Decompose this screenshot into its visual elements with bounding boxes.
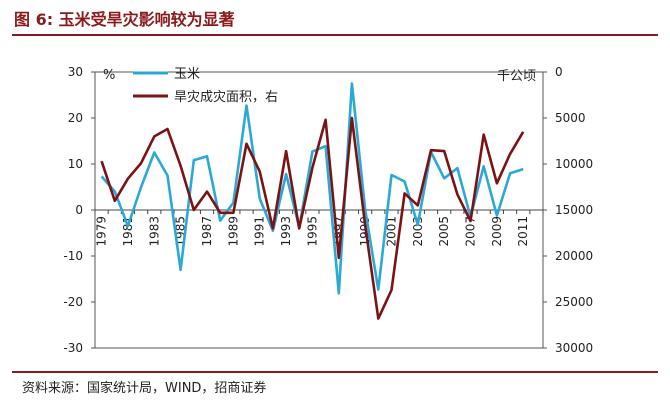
chart-title: 图 6: 玉米受旱灾影响较为显著 (14, 10, 235, 29)
x-tick-label: 2003 (411, 216, 425, 247)
left-tick-label: 20 (68, 111, 83, 125)
right-tick-label: 5000 (555, 111, 586, 125)
right-tick-label: 30000 (555, 341, 593, 355)
left-tick-label: 10 (68, 157, 83, 171)
right-tick-label: 0 (555, 65, 563, 79)
series-line-0 (100, 82, 524, 295)
series-layer (100, 82, 525, 320)
x-tick-label: 2005 (437, 216, 451, 247)
source-note: 资料来源：国家统计局，WIND，招商证券 (22, 381, 267, 396)
left-axis-unit: % (103, 68, 115, 83)
left-tick-label: -10 (63, 249, 83, 263)
x-axis: 1979 1981 1983 1985 1987 1989 1991 1993 1995 1997… (94, 210, 544, 247)
title-divider (12, 34, 658, 36)
left-tick-label: 0 (75, 203, 83, 217)
left-tick-label: -20 (63, 295, 83, 309)
right-tick-label: 25000 (555, 295, 593, 309)
legend-label-corn: 玉米 (174, 67, 200, 82)
right-tick-label: 20000 (555, 249, 593, 263)
x-tick-label: 1989 (226, 216, 240, 247)
x-tick-label: 1993 (279, 216, 293, 247)
x-tick-label: 2001 (384, 216, 398, 247)
right-axis-unit: 千公顷 (497, 69, 536, 84)
x-tick-label: 1981 (121, 216, 135, 247)
x-tick-label: 2009 (490, 216, 504, 247)
right-tick-label: 10000 (555, 157, 593, 171)
legend-label-drought: 旱灾成灾面积，右 (174, 89, 278, 105)
right-tick-label: 15000 (555, 203, 593, 217)
source-divider (12, 371, 658, 373)
x-tick-label: 1991 (253, 216, 267, 247)
x-tick-label: 1995 (305, 216, 319, 247)
left-tick-label: -30 (63, 341, 83, 355)
x-tick-label: 1979 (95, 216, 109, 247)
right-axis: 0 5000 10000 15000 20000 25000 30000 (543, 65, 593, 355)
legend: 玉米 旱灾成灾面积，右 (133, 67, 278, 105)
x-tick-label: 2007 (464, 216, 478, 247)
series-line-1 (100, 116, 525, 320)
left-axis: 30 20 10 0 -10 -20 -30 (63, 65, 95, 355)
x-tick-label: 1987 (200, 216, 214, 247)
x-tick-label: 1983 (147, 216, 161, 247)
x-tick-label: 2011 (516, 216, 530, 247)
left-tick-label: 30 (68, 65, 83, 79)
